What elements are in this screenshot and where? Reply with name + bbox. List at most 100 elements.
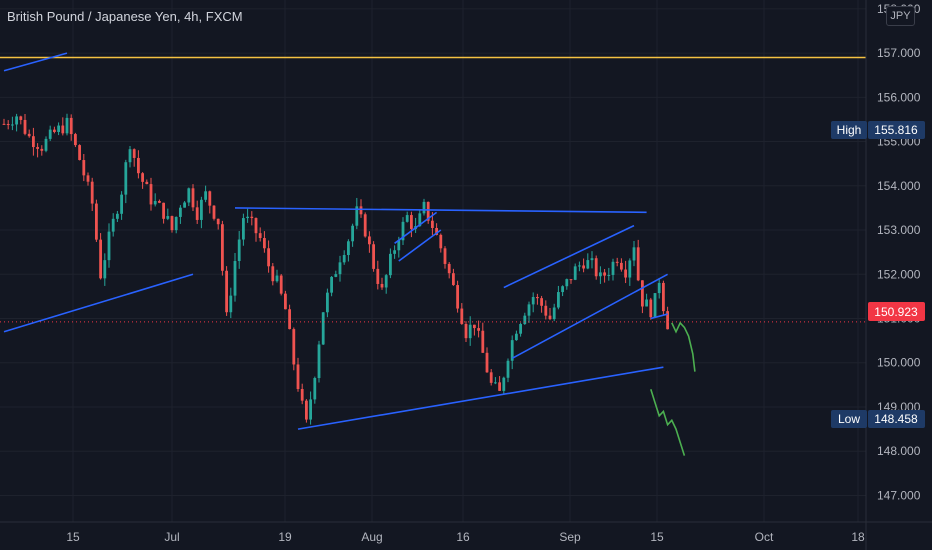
candle-body <box>263 238 266 249</box>
price-tick-label: 148.000 <box>877 444 921 458</box>
candle-body <box>603 272 606 276</box>
candle-body <box>641 280 644 307</box>
candle-body <box>473 324 476 329</box>
candle-body <box>657 282 661 294</box>
candle-body <box>359 206 363 215</box>
candle-body <box>548 315 552 320</box>
last-price-badge: 150.923 <box>868 302 925 321</box>
candle-body <box>90 181 94 204</box>
candle-body <box>166 216 170 219</box>
candle-body <box>372 244 375 269</box>
candle-body <box>120 194 123 214</box>
candle-body <box>53 129 56 132</box>
candle-body <box>527 304 531 316</box>
candle-body <box>653 293 657 318</box>
candle-body <box>431 220 434 228</box>
candle-body <box>258 233 262 239</box>
candle-body <box>326 292 329 313</box>
candle-body <box>221 224 224 271</box>
candle-body <box>632 247 636 261</box>
candle-body <box>447 263 451 274</box>
high-label: High <box>837 123 862 137</box>
candle-body <box>347 241 350 256</box>
candle-body <box>342 255 346 263</box>
low-label: Low <box>838 412 860 426</box>
candle-body <box>321 312 325 345</box>
candle-body <box>78 145 81 161</box>
candle-body <box>170 216 174 231</box>
candle-body <box>216 218 220 225</box>
candle-body <box>468 324 472 339</box>
candle-body <box>48 129 52 139</box>
candle-body <box>485 352 489 373</box>
candle-body <box>607 274 611 276</box>
candle-body <box>174 216 178 231</box>
candle-body <box>456 285 459 309</box>
candle-body <box>32 136 35 148</box>
high-badge: High 155.816 <box>831 121 925 139</box>
candle-body <box>57 125 60 132</box>
candle-body <box>393 250 396 254</box>
trendline <box>394 211 438 244</box>
currency-button[interactable]: JPY <box>886 6 915 26</box>
candle-body <box>103 260 107 279</box>
candle-body <box>355 206 359 226</box>
candle-body <box>666 311 669 330</box>
time-axis[interactable]: 15 Jul 19 Aug 16 Sep 15 Oct 18 <box>66 530 865 544</box>
candle-body <box>279 275 283 294</box>
price-tick-label: 156.000 <box>877 90 921 104</box>
price-tick-label: 152.000 <box>877 267 921 281</box>
candle-body <box>620 262 623 270</box>
candle-body <box>292 329 296 365</box>
candle-body <box>6 124 10 126</box>
candle-body <box>405 215 409 222</box>
candle-body <box>578 265 581 267</box>
candle-body <box>111 218 115 232</box>
candle-body <box>27 133 31 137</box>
candle-body <box>662 282 665 312</box>
candle-body <box>418 213 422 227</box>
candle-body <box>36 147 39 149</box>
time-tick-label: Aug <box>361 530 382 544</box>
candle-body <box>208 191 212 206</box>
trendline <box>511 273 668 360</box>
candle-body <box>645 299 648 307</box>
candle-body <box>426 201 430 221</box>
candle-body <box>23 119 27 134</box>
candle-body <box>628 260 632 278</box>
candle-body <box>158 201 161 203</box>
candle-body <box>552 307 556 320</box>
projection-path <box>650 389 686 456</box>
candle-body <box>132 149 136 158</box>
price-axis[interactable]: 158.000157.000156.000155.000154.000153.0… <box>877 2 921 503</box>
candle-body <box>334 274 338 277</box>
projection-paths <box>650 321 696 456</box>
candle-body <box>422 201 426 214</box>
trendline <box>3 273 194 333</box>
price-badges: High 155.816 Low 148.458 150.923 <box>831 121 925 428</box>
time-tick-label: Sep <box>559 530 581 544</box>
drawn-lines <box>0 52 866 430</box>
candle-body <box>305 400 308 420</box>
candle-body <box>153 201 157 205</box>
candle-body <box>590 258 594 261</box>
candle-body <box>401 221 405 241</box>
candle-body <box>510 340 514 361</box>
candle-body <box>531 297 535 305</box>
candle-body <box>384 275 388 288</box>
candle-body <box>494 382 497 384</box>
candle-body <box>523 315 527 325</box>
candle-body <box>254 218 258 234</box>
candle-body <box>313 378 317 400</box>
candle-body <box>242 218 245 240</box>
candle-body <box>536 297 539 299</box>
candle-body <box>452 273 455 286</box>
candle-body <box>573 266 577 280</box>
candle-body <box>544 305 548 316</box>
candle-body <box>65 117 69 134</box>
candle-body <box>309 399 312 420</box>
candle-body <box>317 344 321 379</box>
trendline <box>297 366 664 430</box>
